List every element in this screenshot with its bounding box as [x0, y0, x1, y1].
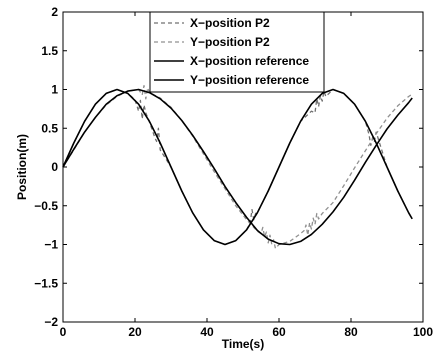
series-line-3	[62, 88, 413, 246]
y-axis-title: Position(m)	[15, 134, 29, 200]
legend-label-4: Y−position reference	[190, 73, 309, 87]
x-tick-label: 40	[200, 325, 214, 339]
legend-box	[149, 11, 325, 93]
y-tick-label: −2	[44, 315, 58, 329]
x-tick-label: 0	[60, 325, 67, 339]
series-line-4	[62, 88, 413, 246]
y-tick-label: −0.5	[34, 199, 58, 213]
x-axis-title: Time(s)	[222, 337, 264, 351]
y-tick-label: 0	[51, 160, 58, 174]
legend-label-2: Y−position P2	[190, 35, 270, 49]
y-tick-label: 0.5	[41, 121, 58, 135]
y-tick-label: 1	[51, 83, 58, 97]
legend-label-3: X−position reference	[190, 54, 309, 68]
x-tick-label: 60	[272, 325, 286, 339]
y-tick-label: −1	[44, 238, 58, 252]
series-line-2	[62, 84, 413, 250]
legend-label-1: X−position P2	[190, 16, 270, 30]
x-tick-label: 80	[344, 325, 358, 339]
y-tick-label: −1.5	[34, 276, 58, 290]
y-tick-label: 1.5	[41, 44, 58, 58]
y-tick-label: 2	[51, 5, 58, 19]
x-tick-label: 20	[128, 325, 142, 339]
x-tick-label: 100	[413, 325, 433, 339]
